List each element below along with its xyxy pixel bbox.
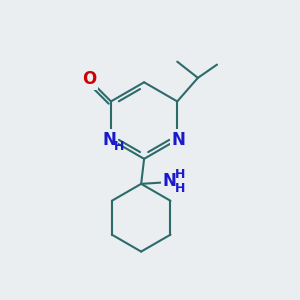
Text: N: N (103, 131, 116, 149)
Text: O: O (82, 70, 96, 88)
Text: H: H (114, 140, 124, 153)
Text: N: N (172, 131, 186, 149)
Text: H: H (175, 182, 185, 195)
Text: N: N (163, 172, 177, 190)
Text: H: H (175, 168, 185, 181)
